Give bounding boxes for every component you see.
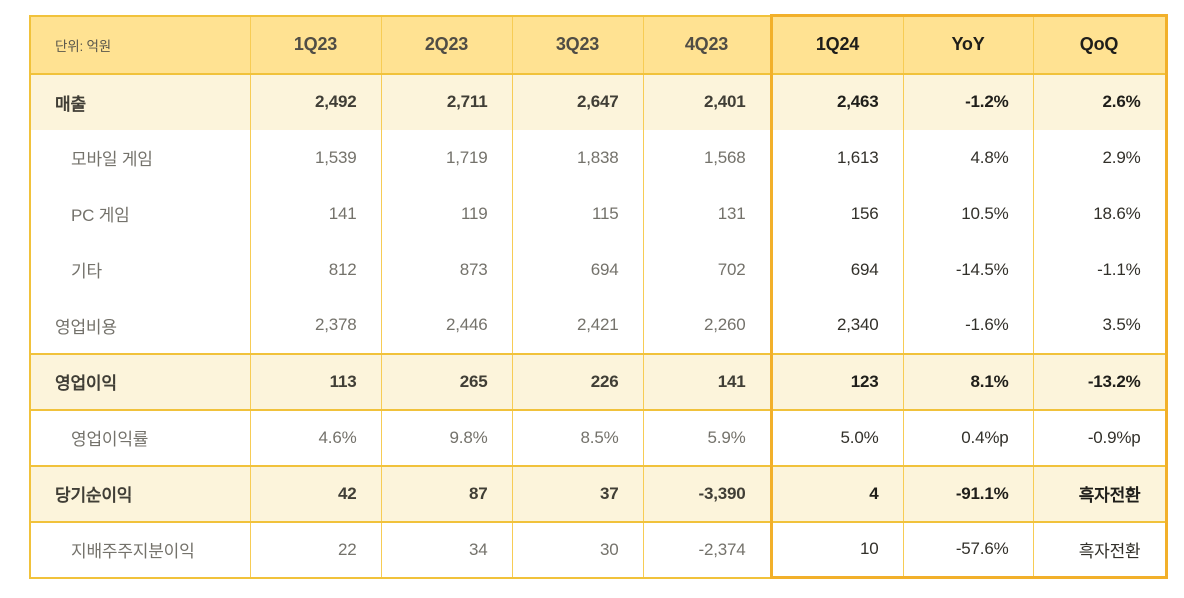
row-label: 기타 bbox=[29, 241, 251, 298]
value-cell: 2,446 bbox=[380, 297, 513, 354]
column-header-4q23: 4Q23 bbox=[642, 14, 772, 75]
column-header-2q23: 2Q23 bbox=[380, 14, 513, 75]
value-cell: 702 bbox=[642, 241, 772, 298]
highlight-value-cell: 8.1% bbox=[902, 352, 1034, 411]
column-header-1q24: 1Q24 bbox=[769, 14, 904, 75]
highlight-value-cell: 2.6% bbox=[1032, 73, 1168, 130]
table-row: 모바일 게임 1,539 1,719 1,838 1,568 1,613 4.8% 2.9% bbox=[29, 129, 1168, 186]
highlight-value-cell: 흑자전환 bbox=[1032, 464, 1168, 523]
value-cell: 2,378 bbox=[249, 297, 382, 354]
value-cell: -3,390 bbox=[642, 464, 772, 523]
row-label: 지배주주지분이익 bbox=[29, 521, 251, 579]
value-cell: 141 bbox=[642, 352, 772, 411]
value-cell: 2,421 bbox=[511, 297, 644, 354]
quarterly-financials-table: 단위: 억원 1Q23 2Q23 3Q23 4Q23 1Q24 YoY QoQ … bbox=[29, 14, 1168, 579]
row-label: 당기순이익 bbox=[29, 464, 251, 523]
value-cell: 694 bbox=[511, 241, 644, 298]
row-label: 영업이익률 bbox=[29, 409, 251, 466]
header-row: 단위: 억원 1Q23 2Q23 3Q23 4Q23 1Q24 YoY QoQ bbox=[29, 14, 1168, 75]
value-cell: 8.5% bbox=[511, 409, 644, 466]
highlight-value-cell: 10.5% bbox=[902, 185, 1034, 242]
highlight-value-cell: 4.8% bbox=[902, 129, 1034, 186]
row-label: 영업비용 bbox=[29, 297, 251, 354]
value-cell: 87 bbox=[380, 464, 513, 523]
column-header-yoy: YoY bbox=[902, 14, 1034, 75]
highlight-value-cell: -0.9%p bbox=[1032, 409, 1168, 466]
highlight-value-cell: 2,340 bbox=[769, 297, 904, 354]
financial-results-table-container: 단위: 억원 1Q23 2Q23 3Q23 4Q23 1Q24 YoY QoQ … bbox=[29, 14, 1168, 579]
highlight-value-cell: 123 bbox=[769, 352, 904, 411]
column-header-3q23: 3Q23 bbox=[511, 14, 644, 75]
value-cell: 5.9% bbox=[642, 409, 772, 466]
highlight-value-cell: -1.1% bbox=[1032, 241, 1168, 298]
highlight-value-cell: 18.6% bbox=[1032, 185, 1168, 242]
value-cell: 119 bbox=[380, 185, 513, 242]
highlight-value-cell: -1.2% bbox=[902, 73, 1034, 130]
value-cell: 37 bbox=[511, 464, 644, 523]
table-row: 영업비용 2,378 2,446 2,421 2,260 2,340 -1.6% 3.5% bbox=[29, 297, 1168, 354]
value-cell: 115 bbox=[511, 185, 644, 242]
column-header-1q23: 1Q23 bbox=[249, 14, 382, 75]
value-cell: 873 bbox=[380, 241, 513, 298]
value-cell: 2,401 bbox=[642, 73, 772, 130]
table-body: 매출 2,492 2,711 2,647 2,401 2,463 -1.2% 2.6% 모바일 … bbox=[29, 73, 1168, 579]
highlight-value-cell: 3.5% bbox=[1032, 297, 1168, 354]
highlight-value-cell: -13.2% bbox=[1032, 352, 1168, 411]
unit-label: 단위: 억원 bbox=[29, 14, 251, 75]
value-cell: 812 bbox=[249, 241, 382, 298]
table-row: 당기순이익 42 87 37 -3,390 4 -91.1% 흑자전환 bbox=[29, 464, 1168, 523]
value-cell: 1,539 bbox=[249, 129, 382, 186]
value-cell: 113 bbox=[249, 352, 382, 411]
table-row: PC 게임 141 119 115 131 156 10.5% 18.6% bbox=[29, 185, 1168, 242]
highlight-value-cell: 2,463 bbox=[769, 73, 904, 130]
table-header: 단위: 억원 1Q23 2Q23 3Q23 4Q23 1Q24 YoY QoQ bbox=[29, 14, 1168, 75]
highlight-value-cell: -91.1% bbox=[902, 464, 1034, 523]
table-row: 영업이익률 4.6% 9.8% 8.5% 5.9% 5.0% 0.4%p -0.9%p bbox=[29, 409, 1168, 466]
row-label: 매출 bbox=[29, 73, 251, 130]
value-cell: 131 bbox=[642, 185, 772, 242]
highlight-value-cell: -1.6% bbox=[902, 297, 1034, 354]
highlight-value-cell: 156 bbox=[769, 185, 904, 242]
value-cell: 30 bbox=[511, 521, 644, 579]
highlight-value-cell: 5.0% bbox=[769, 409, 904, 466]
table-row: 지배주주지분이익 22 34 30 -2,374 10 -57.6% 흑자전환 bbox=[29, 521, 1168, 579]
highlight-value-cell: -14.5% bbox=[902, 241, 1034, 298]
value-cell: 2,492 bbox=[249, 73, 382, 130]
highlight-value-cell: 2.9% bbox=[1032, 129, 1168, 186]
row-label: PC 게임 bbox=[29, 185, 251, 242]
value-cell: 9.8% bbox=[380, 409, 513, 466]
value-cell: 1,838 bbox=[511, 129, 644, 186]
value-cell: 2,260 bbox=[642, 297, 772, 354]
highlight-value-cell: 10 bbox=[769, 521, 904, 579]
value-cell: 265 bbox=[380, 352, 513, 411]
highlight-value-cell: 4 bbox=[769, 464, 904, 523]
table-row: 매출 2,492 2,711 2,647 2,401 2,463 -1.2% 2.6% bbox=[29, 73, 1168, 130]
value-cell: 1,719 bbox=[380, 129, 513, 186]
highlight-value-cell: 0.4%p bbox=[902, 409, 1034, 466]
value-cell: 4.6% bbox=[249, 409, 382, 466]
highlight-value-cell: 흑자전환 bbox=[1032, 521, 1168, 579]
highlight-value-cell: 694 bbox=[769, 241, 904, 298]
value-cell: -2,374 bbox=[642, 521, 772, 579]
highlight-value-cell: -57.6% bbox=[902, 521, 1034, 579]
table-row: 영업이익 113 265 226 141 123 8.1% -13.2% bbox=[29, 352, 1168, 411]
value-cell: 2,711 bbox=[380, 73, 513, 130]
row-label: 영업이익 bbox=[29, 352, 251, 411]
table-row: 기타 812 873 694 702 694 -14.5% -1.1% bbox=[29, 241, 1168, 298]
value-cell: 34 bbox=[380, 521, 513, 579]
value-cell: 141 bbox=[249, 185, 382, 242]
row-label: 모바일 게임 bbox=[29, 129, 251, 186]
value-cell: 226 bbox=[511, 352, 644, 411]
highlight-value-cell: 1,613 bbox=[769, 129, 904, 186]
value-cell: 22 bbox=[249, 521, 382, 579]
value-cell: 2,647 bbox=[511, 73, 644, 130]
value-cell: 1,568 bbox=[642, 129, 772, 186]
value-cell: 42 bbox=[249, 464, 382, 523]
column-header-qoq: QoQ bbox=[1032, 14, 1168, 75]
